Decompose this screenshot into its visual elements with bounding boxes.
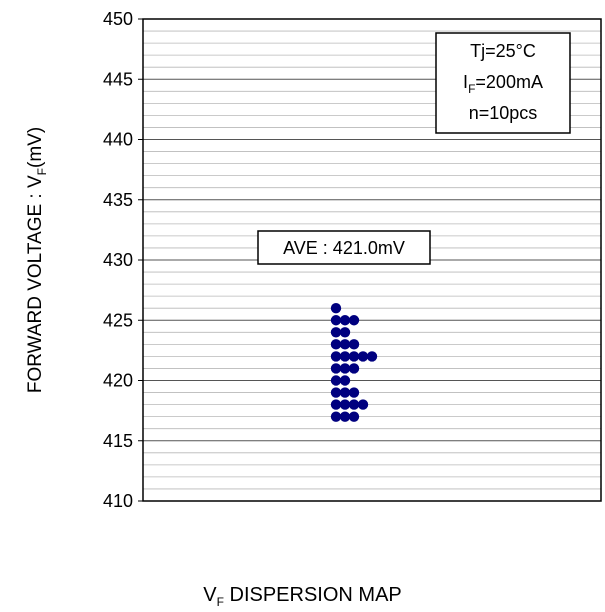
data-point: [330, 399, 342, 410]
data-point: [330, 411, 342, 422]
y-axis-label: FORWARD VOLTAGE : VF(mV): [25, 127, 49, 393]
y-tick-label: 435: [103, 190, 133, 210]
data-point: [348, 315, 360, 326]
data-point: [330, 327, 342, 338]
conditions-box: Tj=25°C IF=200mA n=10pcs: [435, 32, 571, 134]
data-point: [339, 351, 351, 362]
condition-current-main: I: [463, 72, 468, 92]
y-tick-label: 450: [103, 9, 133, 29]
data-point: [348, 399, 360, 410]
data-points: [330, 303, 378, 422]
data-point: [330, 351, 342, 362]
data-point: [339, 411, 351, 422]
data-point: [339, 327, 351, 338]
data-point: [339, 363, 351, 374]
chart-caption: VF DISPERSION MAP: [0, 584, 605, 609]
y-tick-label: 445: [103, 69, 133, 89]
data-point: [330, 387, 342, 398]
y-axis-label-main: FORWARD VOLTAGE : V: [25, 175, 46, 393]
data-point: [339, 387, 351, 398]
y-tick-label: 425: [103, 310, 133, 330]
caption-rest: DISPERSION MAP: [223, 584, 402, 606]
condition-sample-count: n=10pcs: [469, 103, 538, 123]
data-point: [339, 399, 351, 410]
data-point: [348, 387, 360, 398]
y-tick-label: 410: [103, 491, 133, 511]
condition-current-rest: =200mA: [475, 72, 543, 92]
data-point: [330, 315, 342, 326]
data-point: [348, 411, 360, 422]
y-tick-labels: 410 415 420 425 430 435 440 445 450: [103, 9, 143, 511]
data-point: [366, 351, 378, 362]
average-annotation-text: AVE : 421.0mV: [283, 238, 405, 258]
data-point: [348, 351, 360, 362]
y-axis-label-unit: (mV): [25, 127, 46, 168]
data-point: [330, 363, 342, 374]
condition-current-sub: F: [468, 82, 475, 96]
average-annotation: AVE : 421.0mV: [257, 230, 431, 265]
data-point: [330, 303, 342, 314]
data-point: [357, 399, 369, 410]
data-point: [330, 375, 342, 386]
y-tick-label: 420: [103, 371, 133, 391]
data-point: [348, 363, 360, 374]
y-tick-label: 440: [103, 130, 133, 150]
data-point: [357, 351, 369, 362]
data-point: [339, 375, 351, 386]
condition-temperature: Tj=25°C: [470, 41, 536, 61]
data-point: [348, 339, 360, 350]
data-point: [330, 339, 342, 350]
y-tick-label: 415: [103, 431, 133, 451]
condition-current: IF=200mA: [463, 72, 543, 96]
data-point: [339, 339, 351, 350]
y-axis-label-sub: F: [35, 168, 49, 175]
caption-main: V: [203, 584, 217, 606]
y-tick-label: 430: [103, 250, 133, 270]
caption-sub: F: [216, 595, 224, 609]
data-point: [339, 315, 351, 326]
